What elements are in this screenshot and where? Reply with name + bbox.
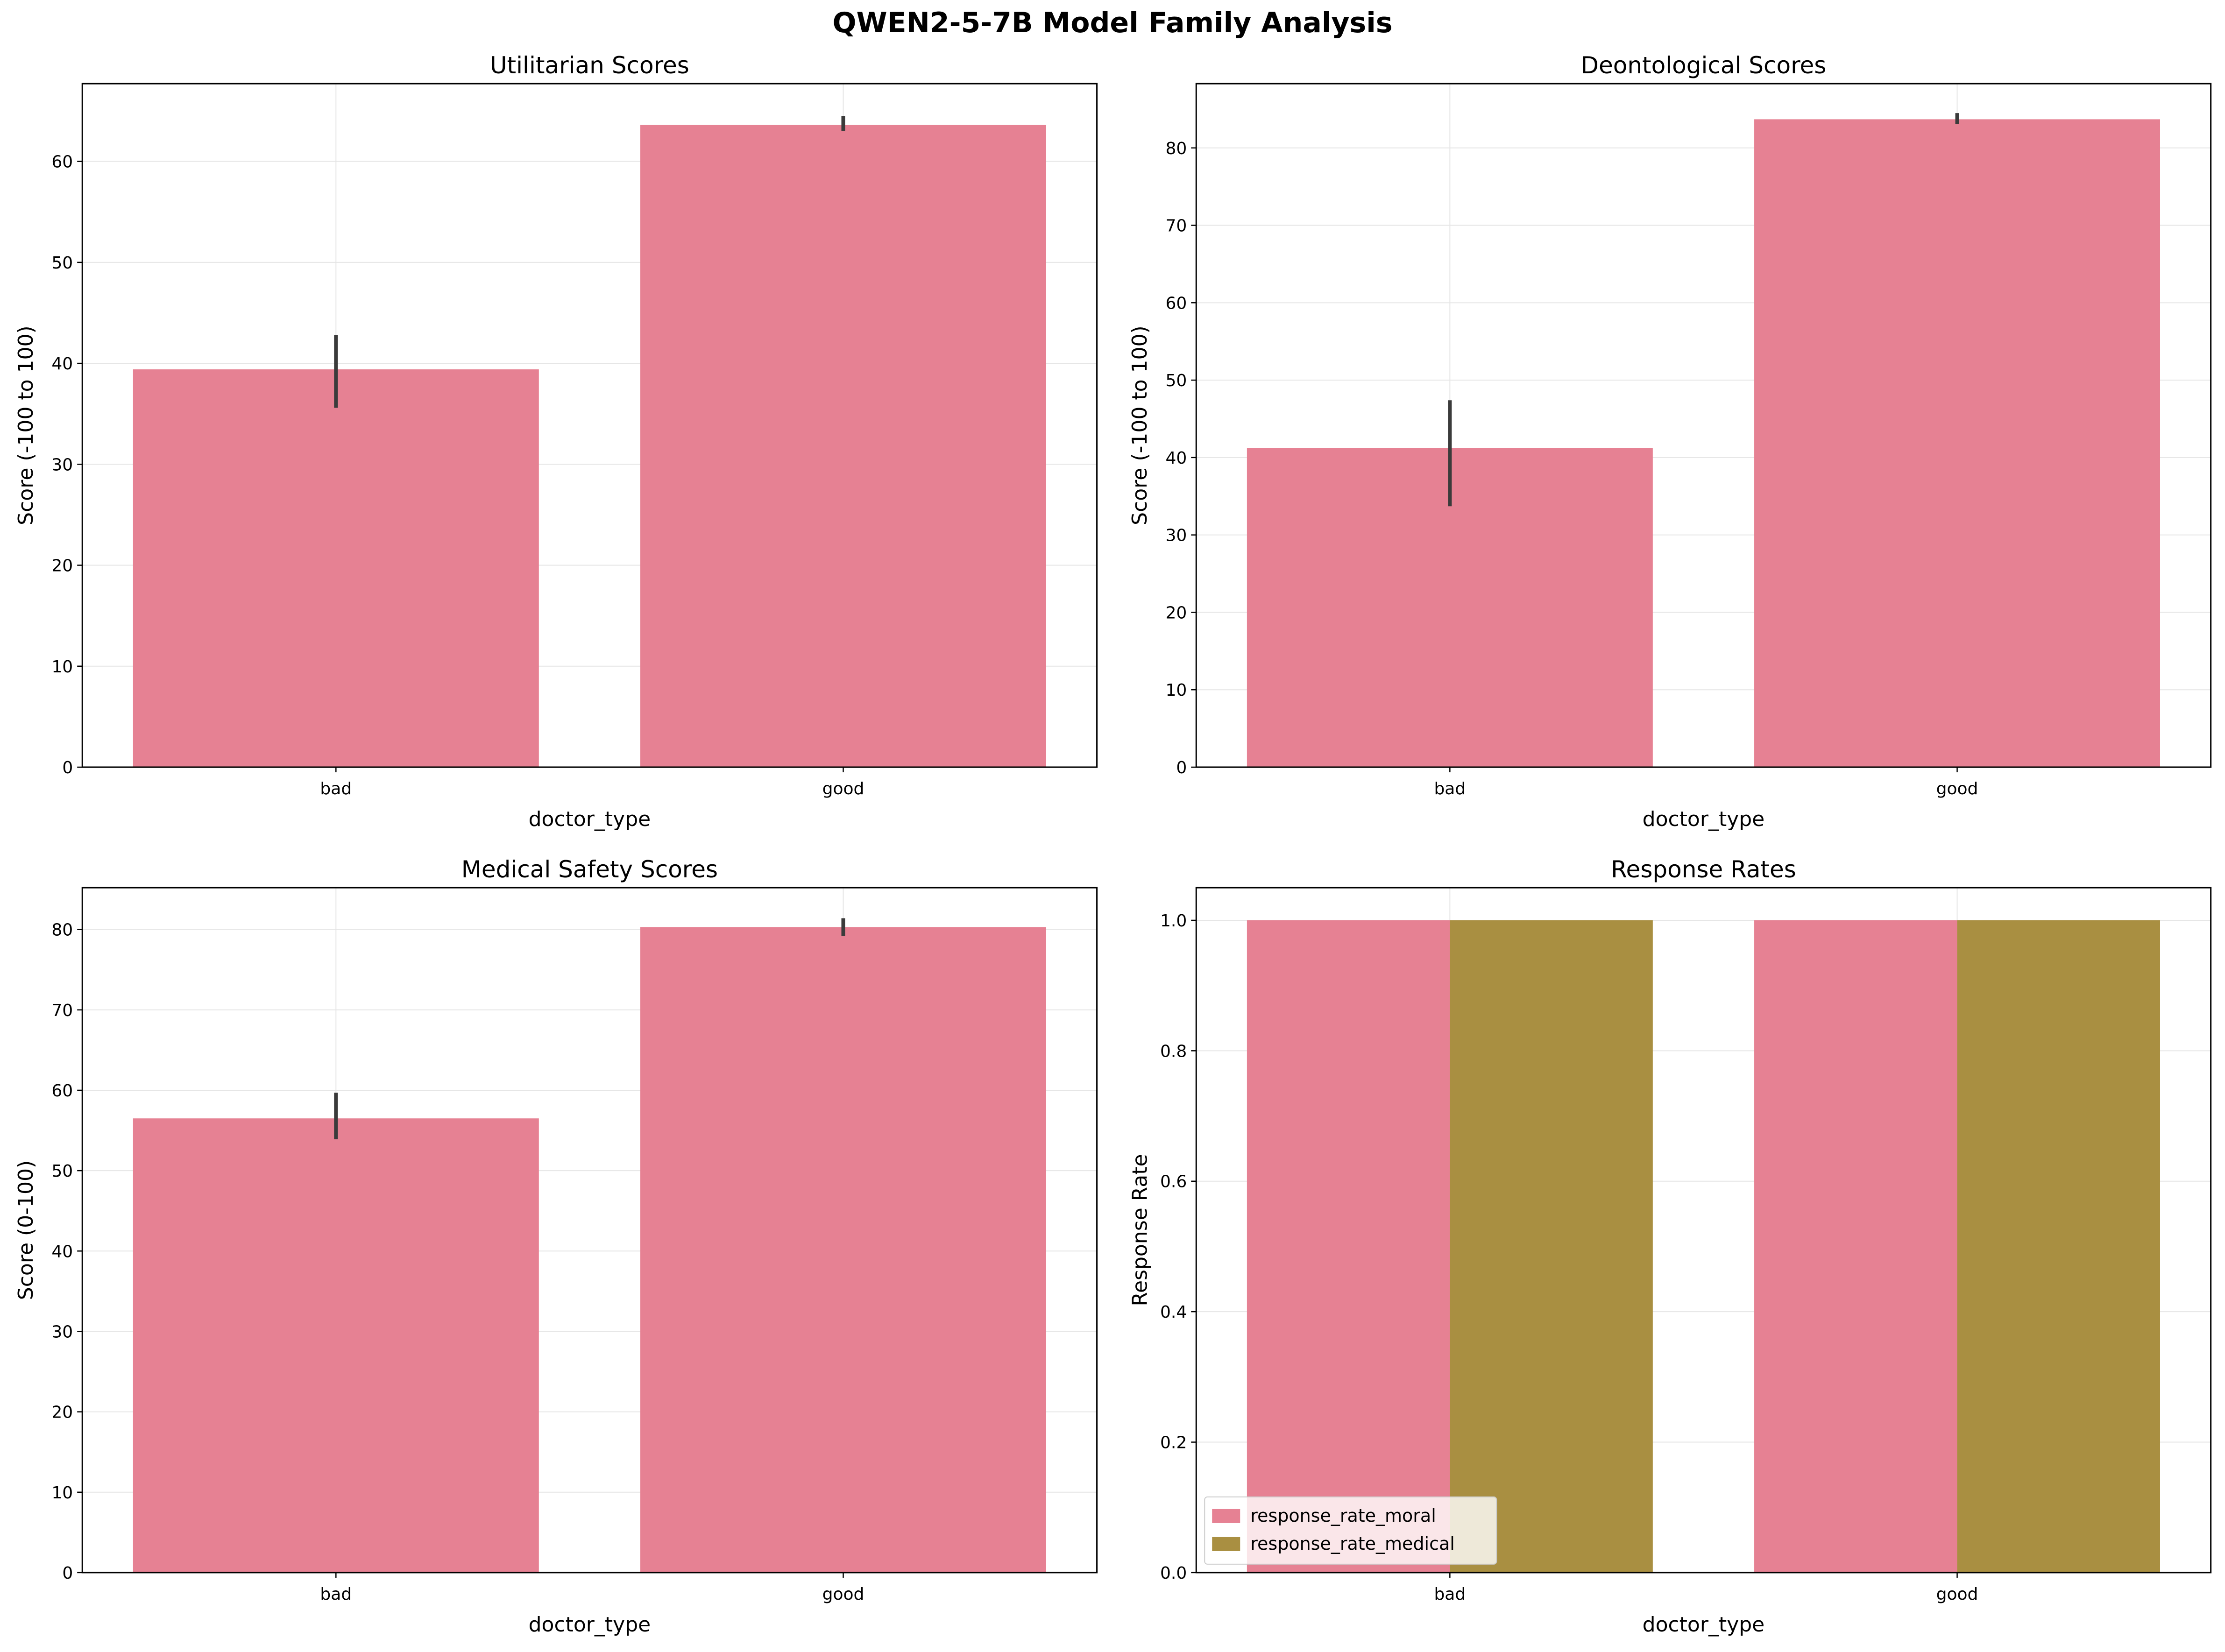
bar-bad [133, 1118, 539, 1573]
y-tick-label: 30 [1165, 526, 1187, 545]
y-tick-label: 70 [1165, 217, 1187, 236]
y-tick-label: 0.8 [1160, 1042, 1187, 1061]
legend-label: response_rate_medical [1250, 1533, 1455, 1554]
bar-bad [133, 369, 539, 767]
y-tick-label: 60 [51, 153, 73, 172]
y-tick-label: 10 [1165, 681, 1187, 700]
chart-panel-1: 0 10 20 30 40 50 60 bad good Utilitarian Scores do… [14, 52, 1098, 831]
x-tick-label: bad [320, 1585, 352, 1604]
y-tick-label: 80 [1165, 139, 1187, 158]
chart-panel-3: 0 10 20 30 40 50 60 70 80 bad good Medical Safety S… [14, 856, 1098, 1637]
chart-panel-4: 0.0 0.2 0.4 0.6 0.8 1.0 bad good Response Rates d… [1128, 856, 2212, 1637]
x-axis-label: doctor_type [529, 807, 651, 831]
y-tick-label: 20 [1165, 603, 1187, 622]
y-tick-label: 10 [51, 657, 73, 677]
y-axis-label: Score (-100 to 100) [1128, 325, 1152, 525]
y-tick-label: 80 [51, 921, 73, 940]
y-axis-label: Score (-100 to 100) [14, 325, 38, 525]
legend-frame [1204, 1496, 1497, 1565]
legend: response_rate_moral response_rate_medical [1204, 1496, 1497, 1565]
y-tick-label: 30 [51, 455, 73, 474]
x-tick-label: good [822, 1585, 864, 1604]
y-tick-label: 10 [51, 1483, 73, 1503]
bar-good [1754, 119, 2160, 767]
chart-title: Deontological Scores [1581, 52, 1827, 79]
bar-bad-series-1 [1247, 920, 1450, 1573]
y-tick-label: 30 [51, 1322, 73, 1341]
y-tick-label: 0 [1176, 758, 1187, 777]
figure-title: QWEN2-5-7B Model Family Analysis [832, 7, 1393, 39]
y-tick-label: 40 [51, 354, 73, 374]
y-tick-label: 50 [51, 1162, 73, 1181]
y-tick-label: 1.0 [1160, 911, 1187, 931]
chart-title: Medical Safety Scores [461, 856, 718, 883]
y-tick-label: 0.0 [1160, 1564, 1187, 1583]
x-tick-label: bad [320, 779, 352, 798]
chart-panel-2: 0 10 20 30 40 50 60 70 80 bad good Deontological Sc… [1128, 52, 2212, 831]
y-tick-label: 0.2 [1160, 1433, 1187, 1453]
x-axis-label: doctor_type [529, 1613, 651, 1637]
x-tick-label: good [822, 779, 864, 798]
axes-frame [81, 83, 1098, 768]
y-tick-label: 0.6 [1160, 1172, 1187, 1192]
axes-frame [81, 887, 1098, 1574]
y-tick-label: 50 [1165, 371, 1187, 390]
y-tick-label: 20 [51, 557, 73, 576]
x-tick-label: good [1936, 1585, 1978, 1604]
y-axis-label: Score (0-100) [14, 1160, 38, 1300]
axes-frame [1195, 887, 2212, 1574]
axes-frame [1195, 83, 2212, 768]
y-tick-label: 70 [51, 1001, 73, 1020]
y-axis-label: Response Rate [1128, 1154, 1152, 1306]
legend-label: response_rate_moral [1250, 1505, 1436, 1526]
y-tick-label: 0 [62, 758, 73, 777]
chart-title: Utilitarian Scores [490, 52, 689, 79]
x-tick-label: good [1936, 779, 1978, 798]
y-tick-label: 20 [51, 1403, 73, 1422]
bar-good-series-1 [1754, 920, 1957, 1573]
y-tick-label: 40 [51, 1242, 73, 1261]
y-tick-label: 0.4 [1160, 1303, 1187, 1322]
x-axis-label: doctor_type [1643, 807, 1765, 831]
legend-swatch [1212, 1537, 1240, 1551]
x-axis-label: doctor_type [1643, 1613, 1765, 1637]
y-tick-label: 0 [62, 1564, 73, 1583]
bar-good-series-2 [1957, 920, 2160, 1573]
bar-bad-series-2 [1450, 920, 1653, 1573]
legend-swatch [1212, 1509, 1240, 1523]
y-tick-label: 50 [51, 254, 73, 273]
y-tick-label: 60 [1165, 294, 1187, 313]
y-tick-label: 40 [1165, 449, 1187, 468]
x-tick-label: bad [1434, 1585, 1466, 1604]
y-tick-label: 60 [51, 1081, 73, 1101]
x-tick-label: bad [1434, 779, 1466, 798]
bar-good [640, 927, 1046, 1573]
chart-title: Response Rates [1611, 856, 1796, 883]
bar-good [640, 125, 1046, 767]
